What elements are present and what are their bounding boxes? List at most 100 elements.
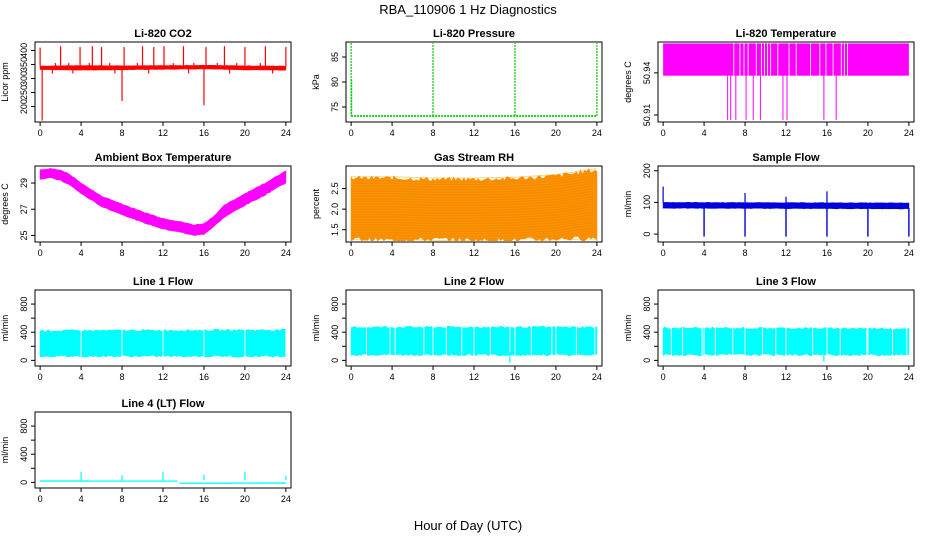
y-axis-label: ml/min [0, 437, 10, 464]
x-tick-label: 8 [743, 372, 748, 382]
x-tick-label: 16 [199, 494, 209, 504]
panel-line4: Line 4 (LT) Flow ml/min 0 4 8 12 16 20 24 0 400 800 [0, 398, 292, 504]
series-line4 [40, 471, 287, 484]
x-tick-label: 24 [904, 248, 914, 258]
x-tick-label: 20 [551, 372, 561, 382]
x-tick-label: 24 [281, 372, 291, 382]
series-line2 [350, 325, 598, 364]
data-band [179, 482, 286, 484]
x-tick-label: 24 [592, 128, 602, 138]
series-rh [350, 168, 598, 241]
x-tick-label: 20 [240, 494, 250, 504]
y-axis-label: Licor ppm [0, 62, 10, 102]
panel-rh: Gas Stream RH percent 0 4 8 12 16 20 24 1.5 2.0 2.5 [311, 152, 603, 258]
x-tick-label: 24 [904, 128, 914, 138]
data-band [40, 480, 178, 482]
y-tick-label: 400 [19, 43, 29, 58]
x-tick-label: 4 [702, 372, 707, 382]
x-tick-label: 0 [38, 248, 43, 258]
x-tick-label: 16 [822, 248, 832, 258]
x-tick-label: 20 [863, 372, 873, 382]
x-tick-label: 16 [510, 248, 520, 258]
x-tick-label: 4 [79, 248, 84, 258]
x-tick-label: 4 [390, 128, 395, 138]
series-pressure [350, 43, 598, 117]
x-tick-label: 8 [120, 372, 125, 382]
panel-line3: Line 3 Flow ml/min 0 4 8 12 16 20 24 0 400 800 [623, 276, 915, 382]
y-tick-label: 350 [19, 57, 29, 72]
x-tick-label: 0 [349, 128, 354, 138]
y-axis-label: ml/min [623, 191, 633, 218]
x-tick-label: 12 [158, 372, 168, 382]
panel-line1: Line 1 Flow ml/min 0 4 8 12 16 20 24 0 400 800 [0, 276, 292, 382]
y-tick-label: 0 [19, 358, 29, 363]
y-axis-label: percent [311, 188, 321, 219]
x-tick-label: 12 [469, 372, 479, 382]
y-tick-label: 50.94 [642, 62, 652, 85]
y-tick-label: 100 [642, 195, 652, 210]
plot-frame [345, 41, 603, 123]
x-tick-label: 0 [38, 494, 43, 504]
y-tick-label: 400 [330, 325, 340, 340]
x-tick-label: 12 [469, 128, 479, 138]
panel-co2: Li-820 CO2 Licor ppm 0 4 8 12 16 20 24 2002503003… [0, 28, 292, 138]
y-tick-label: 29 [19, 178, 29, 188]
y-axis-label: ml/min [623, 315, 633, 342]
x-tick-label: 16 [510, 128, 520, 138]
x-tick-label: 4 [79, 372, 84, 382]
y-tick-label: 400 [19, 447, 29, 462]
x-tick-label: 0 [349, 372, 354, 382]
y-axis-label: degrees C [0, 183, 10, 225]
x-tick-label: 12 [781, 128, 791, 138]
x-tick-label: 12 [158, 494, 168, 504]
y-axis-label: ml/min [311, 315, 321, 342]
y-tick-label: 0 [642, 358, 652, 363]
y-tick-label: 200 [19, 99, 29, 114]
x-tick-label: 0 [38, 128, 43, 138]
data-band [39, 64, 287, 71]
y-tick-label: 80 [330, 77, 340, 87]
series-licor-temp [663, 43, 909, 120]
x-tick-label: 8 [431, 128, 436, 138]
x-tick-label: 24 [592, 248, 602, 258]
x-tick-label: 12 [781, 248, 791, 258]
x-tick-label: 24 [281, 128, 291, 138]
y-tick-label: 2.5 [330, 182, 340, 195]
y-axis-label: kPa [311, 74, 321, 90]
series-box-temp [39, 167, 287, 236]
panel-title: Li-820 Temperature [736, 28, 837, 40]
series-line1 [39, 328, 287, 358]
x-tick-label: 16 [199, 248, 209, 258]
x-tick-label: 24 [904, 372, 914, 382]
x-tick-label: 4 [390, 248, 395, 258]
x-tick-label: 24 [281, 248, 291, 258]
panel-title: Line 1 Flow [133, 276, 193, 288]
x-tick-label: 0 [661, 248, 666, 258]
y-tick-label: 0 [330, 358, 340, 363]
panel-title: Li-820 Pressure [433, 28, 515, 40]
x-tick-label: 4 [702, 248, 707, 258]
y-tick-label: 250 [19, 85, 29, 100]
x-tick-label: 12 [158, 248, 168, 258]
x-tick-label: 20 [863, 248, 873, 258]
series-line3 [662, 326, 910, 362]
panel-title: Li-820 CO2 [134, 28, 191, 40]
data-band [663, 43, 909, 76]
x-tick-label: 8 [431, 248, 436, 258]
y-axis-label: degrees C [623, 61, 633, 103]
x-tick-label: 8 [120, 248, 125, 258]
x-tick-label: 16 [822, 372, 832, 382]
x-tick-label: 0 [661, 372, 666, 382]
y-tick-label: 400 [642, 325, 652, 340]
x-tick-label: 20 [240, 128, 250, 138]
x-tick-label: 4 [390, 372, 395, 382]
y-tick-label: 0 [19, 480, 29, 485]
x-tick-label: 8 [743, 248, 748, 258]
y-tick-label: 800 [19, 419, 29, 434]
panel-title: Line 2 Flow [444, 276, 504, 288]
y-tick-label: 800 [19, 297, 29, 312]
data-band [39, 167, 287, 236]
x-tick-label: 20 [240, 248, 250, 258]
x-tick-label: 4 [702, 128, 707, 138]
